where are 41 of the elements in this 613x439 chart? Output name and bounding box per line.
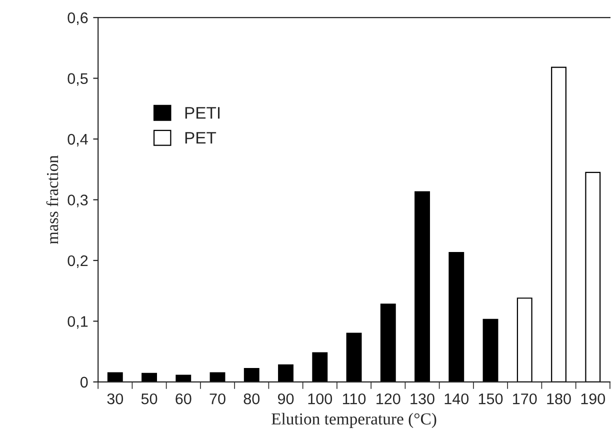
bar (380, 304, 396, 382)
bar (585, 172, 601, 382)
bar (278, 364, 294, 382)
x-tick-label: 190 (581, 393, 606, 404)
bar (176, 374, 192, 382)
x-tick-label: 140 (444, 393, 469, 404)
x-tick-label: 90 (278, 393, 294, 404)
bar (312, 352, 328, 382)
x-tick-label: 50 (141, 393, 158, 404)
y-tick-label: 0,4 (68, 134, 88, 147)
bar (482, 318, 498, 382)
x-tick-label: 130 (410, 393, 434, 404)
x-tick-label: 120 (376, 393, 400, 404)
x-tick-label: 170 (513, 393, 537, 404)
x-tick-label: 180 (547, 393, 571, 404)
x-axis-title: Elution temperature (°C) (272, 412, 436, 428)
x-tick-label: 30 (107, 393, 124, 404)
bar (210, 372, 226, 382)
y-tick-label: 0,1 (68, 316, 88, 329)
x-tick-label: 70 (210, 393, 226, 404)
y-axis-title: mass fraction (46, 155, 58, 244)
bar (142, 372, 157, 382)
y-tick-label: 0,5 (68, 73, 88, 86)
x-tick-label: 100 (308, 393, 332, 404)
bar (107, 372, 123, 382)
x-tick-label: 60 (176, 393, 192, 404)
bar (244, 368, 260, 382)
y-tick-label: 0,2 (68, 255, 88, 268)
y-tick-label: 0 (80, 376, 88, 388)
x-tick-label: 150 (478, 393, 503, 404)
bar (551, 66, 566, 382)
bar (346, 332, 362, 382)
bar (414, 191, 430, 382)
y-tick-label: 0,6 (68, 12, 88, 26)
y-tick-label: 0,3 (68, 194, 88, 208)
bar (448, 252, 464, 382)
x-tick-label: 110 (342, 393, 366, 404)
x-tick-label: 80 (244, 393, 260, 404)
bar (516, 298, 532, 382)
legend-label: PET (185, 132, 216, 144)
legend-label: PETI (185, 107, 220, 119)
